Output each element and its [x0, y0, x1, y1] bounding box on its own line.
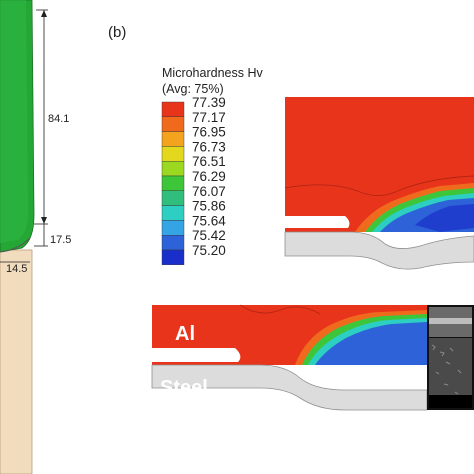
dim-lower-label: 14.5	[6, 263, 27, 275]
legend-swatch-7	[161, 205, 185, 221]
legend: Microhardness Hv (Avg: 75%) 77.3977.1776…	[161, 66, 263, 266]
dim-middle-label: 17.5	[50, 234, 71, 246]
legend-swatches	[161, 101, 185, 266]
legend-value-0: 77.39	[192, 95, 226, 110]
micrograph-interface-layer	[429, 318, 472, 324]
micrograph-dark-bottom	[429, 395, 472, 408]
legend-swatch-0	[161, 101, 185, 118]
legend-value-5: 76.29	[192, 169, 226, 184]
legend-title-line2: (Avg: 75%)	[162, 82, 224, 96]
panel-label: (b)	[108, 24, 126, 41]
arrow-down-head	[41, 217, 47, 224]
legend-swatch-5	[161, 175, 185, 192]
lower-flow-lines	[239, 304, 321, 315]
legend-value-1: 77.17	[192, 110, 226, 125]
upper-deep-blue-patch	[415, 204, 474, 232]
legend-swatch-2	[161, 131, 185, 147]
legend-swatch-9	[161, 234, 185, 251]
micrograph-texture	[431, 344, 462, 395]
legend-values: 77.3977.1776.9576.7376.5176.2976.0775.86…	[192, 95, 226, 258]
arrow-up-head	[41, 10, 47, 17]
legend-value-3: 76.73	[192, 139, 226, 154]
green-electrode-highlight	[0, 0, 28, 243]
legend-title-line1: Microhardness Hv	[162, 66, 263, 80]
upper-gap-white	[285, 216, 350, 228]
lower-blue-region	[315, 322, 427, 365]
lower-gap-white	[152, 348, 241, 362]
legend-value-8: 75.64	[192, 213, 226, 228]
legend-value-7: 75.86	[192, 199, 226, 214]
legend-value-2: 76.95	[192, 125, 226, 140]
legend-value-4: 76.51	[192, 154, 226, 169]
legend-value-9: 75.42	[192, 228, 226, 243]
legend-swatch-8	[161, 220, 185, 236]
legend-swatch-10	[161, 249, 185, 266]
tan-sleeve	[0, 249, 33, 474]
electrode-tip-edge	[0, 237, 31, 253]
left-tool-panel: 84.1 17.5 14.5	[0, 0, 71, 474]
legend-swatch-3	[161, 146, 185, 162]
micrograph-inset	[427, 305, 474, 410]
legend-swatch-6	[161, 190, 185, 206]
material-label-top: Al	[175, 323, 195, 345]
material-label-bottom: Steel	[160, 377, 208, 399]
legend-value-10: 75.20	[192, 243, 226, 258]
upper-contour-plot	[284, 97, 474, 270]
upper-steel-sheet	[284, 231, 474, 270]
lower-contour-plot: Al Steel	[151, 304, 428, 411]
legend-swatch-4	[161, 160, 185, 177]
legend-value-6: 76.07	[192, 184, 226, 199]
legend-swatch-1	[161, 116, 185, 132]
dim-upper-label: 84.1	[48, 113, 69, 125]
upper-flow-lines	[284, 175, 474, 196]
